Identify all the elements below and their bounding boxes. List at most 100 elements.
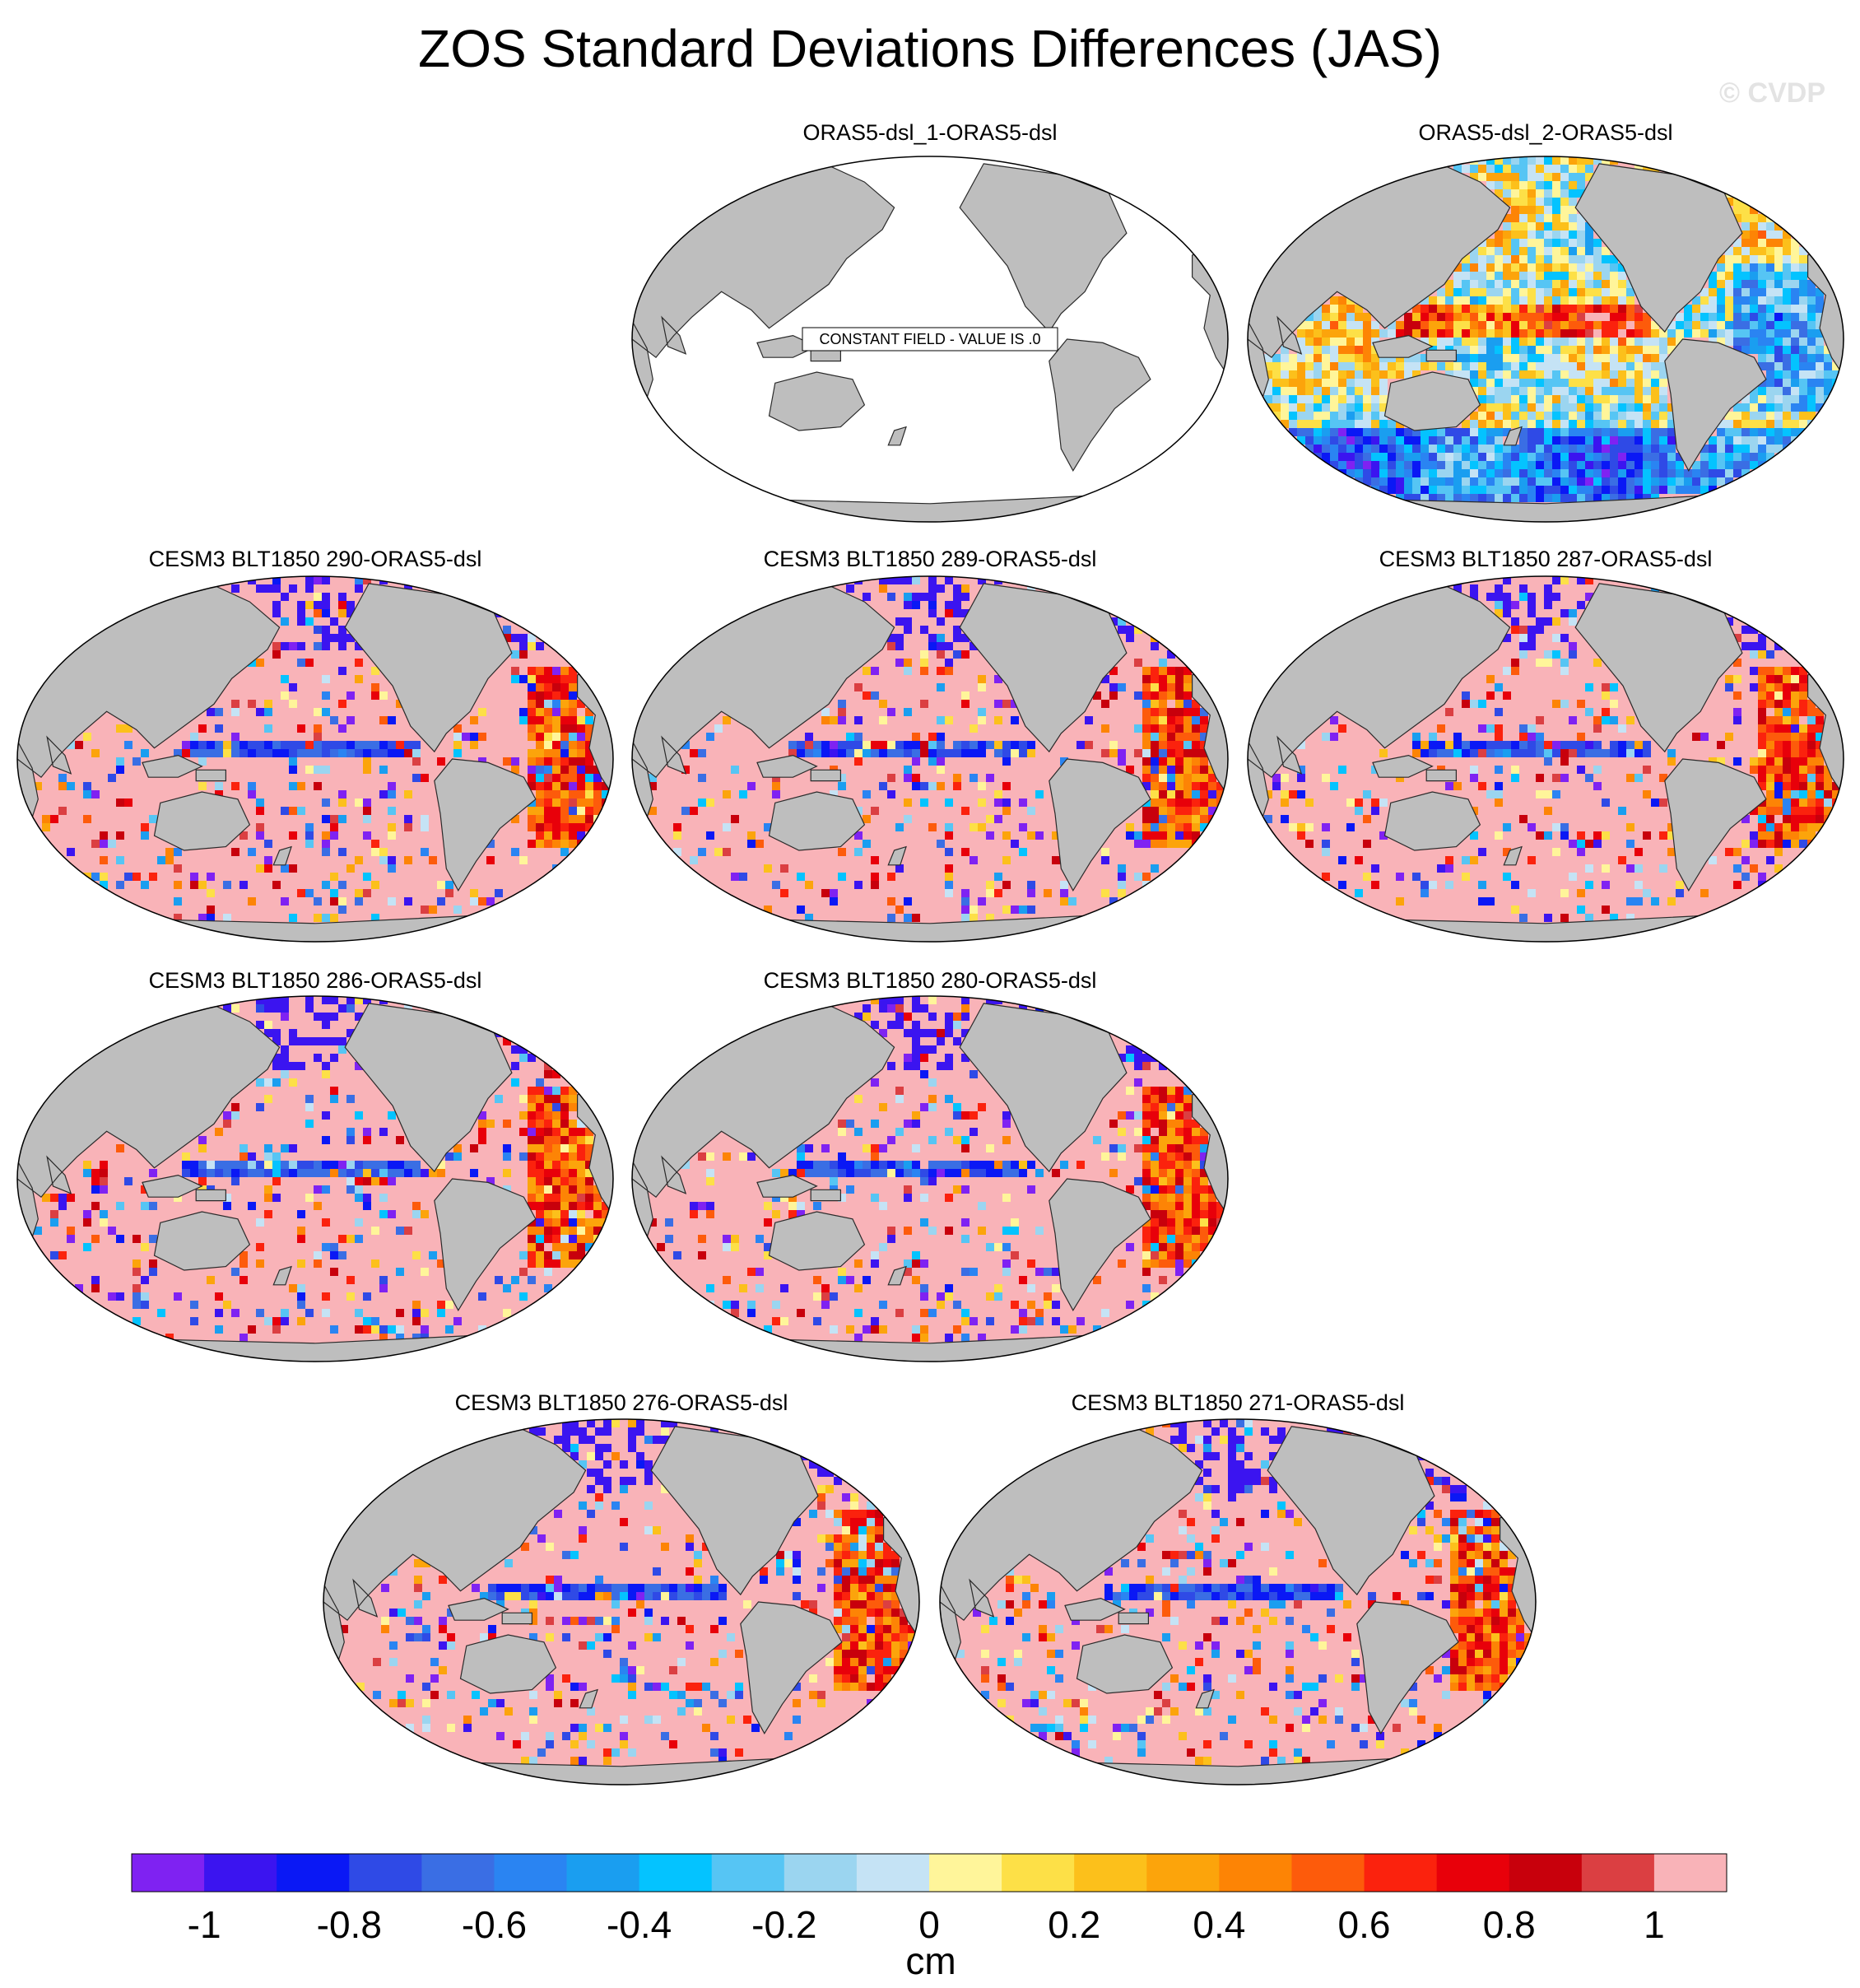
field-cell <box>1519 724 1528 733</box>
field-cell <box>1774 338 1783 346</box>
map-outline <box>1247 575 1844 943</box>
field-cell <box>1159 691 1167 700</box>
field-cell <box>1142 757 1151 766</box>
field-cell <box>389 1641 398 1650</box>
field-cell <box>1437 321 1445 329</box>
field-cell <box>1511 272 1519 280</box>
field-cell <box>1528 428 1536 436</box>
field-cell <box>1536 733 1544 741</box>
field-cell <box>585 1243 593 1251</box>
field-cell <box>248 848 256 856</box>
field-cell <box>256 1103 264 1111</box>
field-cell <box>1445 305 1453 313</box>
field-cell <box>1560 634 1569 642</box>
field-cell <box>231 1268 239 1276</box>
field-cell <box>912 1169 920 1177</box>
field-cell <box>1634 379 1643 387</box>
field-cell <box>1544 247 1552 255</box>
field-cell <box>1560 757 1569 766</box>
field-cell <box>883 1609 891 1617</box>
field-cell <box>1783 313 1791 321</box>
field-cell <box>1758 263 1766 272</box>
field-cell <box>649 782 657 790</box>
field-cell <box>1297 354 1305 362</box>
field-cell <box>1495 445 1503 453</box>
field-cell <box>1536 774 1544 782</box>
field-cell <box>1011 741 1019 749</box>
field-cell <box>1610 461 1618 469</box>
field-cell <box>994 1292 1002 1301</box>
field-cell <box>1536 272 1544 280</box>
field-cell <box>1791 798 1799 807</box>
field-cell <box>1151 1194 1159 1202</box>
field-cell <box>1783 329 1791 338</box>
field-cell <box>1118 1152 1126 1161</box>
field-cell <box>1807 757 1816 766</box>
field-cell <box>912 1054 920 1062</box>
field-cell <box>1495 305 1503 313</box>
field-cell <box>1569 486 1577 494</box>
field-cell <box>272 1029 281 1037</box>
field-cell <box>1758 675 1766 683</box>
field-cell <box>528 766 536 774</box>
field-cell <box>1528 247 1536 255</box>
field-cell <box>215 741 223 749</box>
field-cell <box>912 1276 920 1284</box>
field-cell <box>272 1161 281 1169</box>
field-cell <box>1610 420 1618 428</box>
field-cell <box>1314 313 1322 321</box>
field-cell <box>1544 370 1552 379</box>
field-cell <box>1503 156 1511 165</box>
field-cell <box>961 1334 970 1342</box>
field-cell <box>1281 354 1289 362</box>
field-cell <box>858 1518 867 1526</box>
field-cell <box>355 675 363 683</box>
field-cell <box>1791 412 1799 420</box>
field-cell <box>478 1292 486 1301</box>
field-cell <box>1495 239 1503 247</box>
field-cell <box>1495 338 1503 346</box>
ocean-field <box>323 1419 919 1785</box>
field-cell <box>1511 486 1519 494</box>
field-cell <box>1486 445 1495 453</box>
field-cell <box>528 1251 536 1259</box>
field-cell <box>1733 247 1741 255</box>
field-cell <box>1807 774 1816 782</box>
field-cell <box>1585 305 1593 313</box>
field-cell <box>570 1419 579 1427</box>
field-cell <box>1544 379 1552 387</box>
field-cell <box>256 1161 264 1169</box>
field-cell <box>793 1576 801 1584</box>
field-cell <box>544 1111 552 1120</box>
field-cell <box>281 691 289 700</box>
field-cell <box>1610 362 1618 370</box>
field-cell <box>412 757 421 766</box>
field-cell <box>1528 477 1536 486</box>
field-cell <box>1791 766 1799 774</box>
field-cell <box>355 798 363 807</box>
field-cell <box>636 1584 644 1592</box>
field-cell <box>371 914 379 922</box>
field-cell <box>1478 486 1486 494</box>
field-cell <box>546 1674 554 1683</box>
field-cell <box>961 650 970 659</box>
field-cell <box>1330 428 1338 436</box>
field-cell <box>585 708 593 716</box>
field-cell <box>157 856 165 864</box>
field-cell <box>669 1419 677 1427</box>
field-cell <box>1741 214 1750 222</box>
field-cell <box>536 757 544 766</box>
field-cell <box>1577 379 1585 387</box>
field-cell <box>961 1309 970 1317</box>
field-cell <box>314 766 322 774</box>
field-cell <box>706 831 714 840</box>
field-cell <box>577 790 585 798</box>
field-cell <box>1791 807 1799 815</box>
field-cell <box>1151 1177 1159 1185</box>
field-cell <box>363 831 371 840</box>
field-cell <box>577 1202 585 1210</box>
field-cell <box>1610 683 1618 691</box>
field-cell <box>1052 1301 1060 1309</box>
field-cell <box>1577 263 1585 272</box>
field-cell <box>1807 338 1816 346</box>
